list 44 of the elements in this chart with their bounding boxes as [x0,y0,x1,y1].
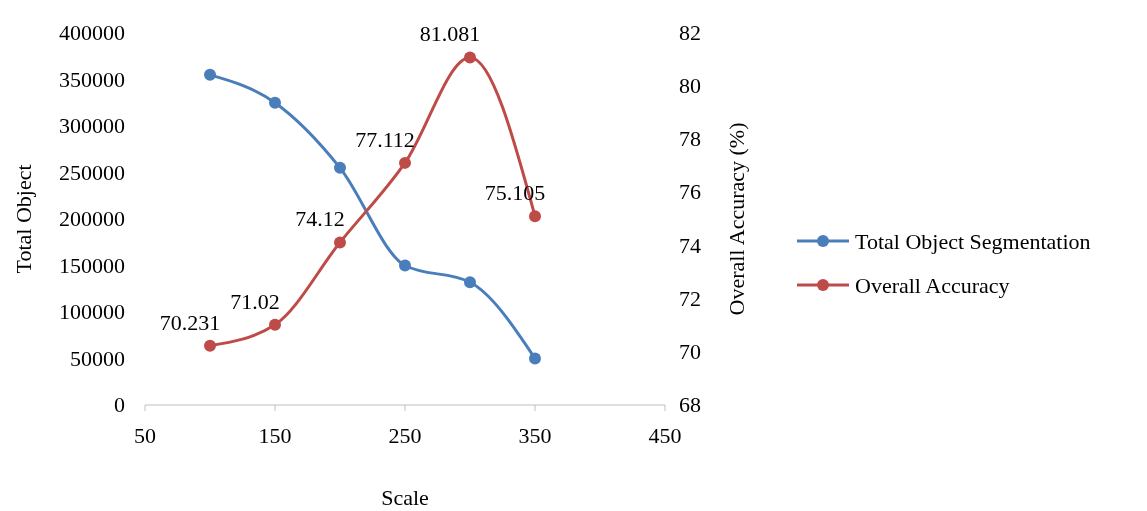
point [334,236,346,249]
data-label: 81.081 [419,21,481,47]
legend-label: Total Object Segmentation [855,229,1091,254]
point [464,51,476,64]
point [399,259,411,272]
x-tick-label: 250 [388,423,422,448]
point [399,156,411,169]
legend-label: Overall Accuracy [855,273,1010,298]
data-label: 70.231 [159,309,221,335]
y-tick-label: 200000 [59,206,125,231]
x-tick-label: 150 [258,423,292,448]
y-tick-label: 300000 [59,113,125,138]
y-tick-label: 400000 [59,20,125,45]
y2-tick-label: 82 [679,20,701,45]
x-tick-label: 350 [518,423,552,448]
y-tick-label: 50000 [70,345,125,371]
y2-tick-label: 70 [679,338,701,364]
y2-tick-label: 80 [679,73,701,99]
point [269,96,281,109]
point [529,352,541,365]
y-tick-label: 100000 [59,299,125,324]
y2-tick-label: 76 [679,179,701,205]
point [334,161,346,174]
point [269,318,281,331]
point [529,210,541,223]
y2-tick-label: 74 [679,232,701,258]
y-axis-title: Total Object [11,164,36,274]
y2-tick-label: 68 [679,392,701,417]
y2-tick-label: 78 [679,126,701,152]
data-label: 77.112 [355,126,415,152]
point [204,68,216,81]
point [464,276,476,289]
x-tick-label: 50 [134,423,156,448]
y-tick-label: 150000 [59,252,125,278]
point [204,339,216,352]
y2-axis-title: Overall Accuracy (%) [724,122,749,316]
x-axis-title: Scale [381,485,429,510]
data-label: 74.12 [295,206,345,232]
x-tick-label: 450 [648,423,682,448]
y-tick-label: 250000 [59,159,125,185]
y-tick-label: 0 [114,392,125,417]
y2-tick-label: 72 [679,285,701,311]
data-label: 71.02 [230,288,280,314]
y-tick-label: 350000 [59,66,125,92]
